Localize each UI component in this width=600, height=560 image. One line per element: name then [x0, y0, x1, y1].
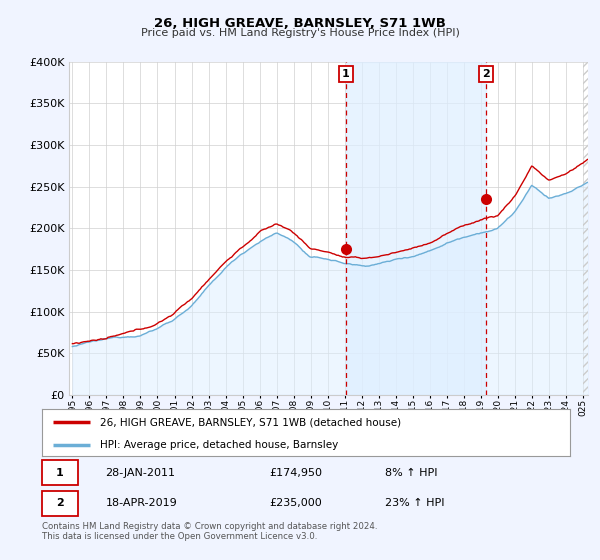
Text: 2: 2	[482, 69, 490, 79]
Text: £174,950: £174,950	[269, 468, 322, 478]
Text: 28-JAN-2011: 28-JAN-2011	[106, 468, 175, 478]
Text: 2: 2	[56, 498, 64, 508]
Bar	[583, 62, 600, 395]
Text: Price paid vs. HM Land Registry's House Price Index (HPI): Price paid vs. HM Land Registry's House …	[140, 28, 460, 38]
FancyBboxPatch shape	[42, 460, 78, 485]
Text: 18-APR-2019: 18-APR-2019	[106, 498, 177, 508]
Text: 1: 1	[56, 468, 64, 478]
Text: 23% ↑ HPI: 23% ↑ HPI	[385, 498, 445, 508]
Text: 26, HIGH GREAVE, BARNSLEY, S71 1WB: 26, HIGH GREAVE, BARNSLEY, S71 1WB	[154, 17, 446, 30]
Text: HPI: Average price, detached house, Barnsley: HPI: Average price, detached house, Barn…	[100, 440, 338, 450]
Text: 26, HIGH GREAVE, BARNSLEY, S71 1WB (detached house): 26, HIGH GREAVE, BARNSLEY, S71 1WB (deta…	[100, 417, 401, 427]
Text: 8% ↑ HPI: 8% ↑ HPI	[385, 468, 438, 478]
Text: £235,000: £235,000	[269, 498, 322, 508]
FancyBboxPatch shape	[42, 491, 78, 516]
Bar	[346, 62, 486, 395]
Text: 1: 1	[342, 69, 350, 79]
Text: Contains HM Land Registry data © Crown copyright and database right 2024.
This d: Contains HM Land Registry data © Crown c…	[42, 522, 377, 542]
Bar	[583, 62, 600, 395]
